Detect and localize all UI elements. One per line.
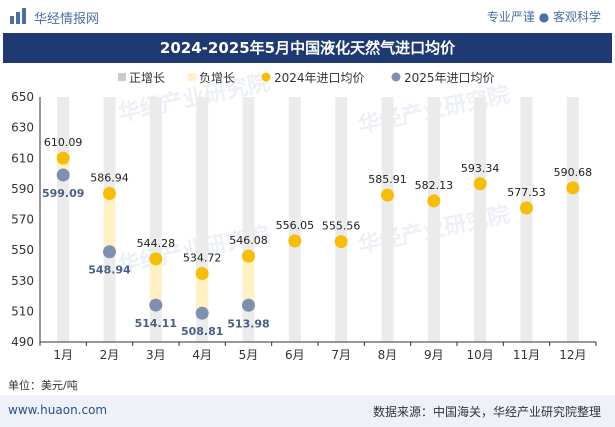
y-tick-label: 590	[11, 182, 34, 196]
data-label-2024: 590.68	[554, 166, 593, 179]
top-bar: 华经情报网 专业严谨 ● 客观科学	[0, 0, 615, 32]
data-label-2025: 514.11	[135, 317, 177, 330]
point-2024	[242, 249, 255, 263]
column-bar	[57, 97, 70, 342]
point-2024	[149, 252, 163, 266]
y-tick-label: 570	[11, 213, 34, 227]
column-bar	[520, 97, 533, 342]
brand-name: 华经情报网	[34, 12, 100, 27]
data-label-2024: 582.13	[415, 179, 454, 192]
column-bar	[566, 97, 579, 342]
negative-growth-bar	[103, 193, 116, 252]
data-label-2024: 586.94	[90, 172, 129, 185]
point-2025	[103, 245, 116, 259]
data-label-2025: 508.81	[181, 325, 223, 338]
data-label-2024: 546.08	[229, 234, 268, 247]
y-tick-label: 610	[11, 151, 34, 165]
legend-positive-label: 正增长	[129, 71, 165, 85]
legend-negative-swatch	[188, 73, 196, 81]
data-label-2024: 544.28	[137, 237, 176, 250]
point-2024	[566, 181, 580, 195]
point-2024	[427, 194, 441, 208]
column-bar	[427, 97, 440, 342]
point-2025	[149, 298, 163, 312]
data-label-2025: 513.98	[227, 317, 269, 330]
source-note: 数据来源：中国海关，华经产业研究院整理	[372, 405, 601, 419]
x-tick-label: 12月	[559, 348, 586, 362]
data-label-2025: 599.09	[42, 187, 84, 200]
negative-growth-bar	[242, 256, 255, 306]
chart-title: 2024-2025年5月中国液化天然气进口均价	[159, 39, 456, 57]
y-tick-label: 650	[11, 90, 34, 104]
legend-positive-swatch	[118, 73, 126, 81]
y-tick-label: 490	[11, 335, 34, 349]
point-2024	[195, 267, 209, 281]
point-2024	[288, 234, 302, 248]
x-tick-label: 2月	[100, 348, 120, 362]
site-link[interactable]: www.huaon.com	[8, 403, 108, 417]
y-tick-label: 550	[11, 243, 34, 257]
point-2024	[56, 151, 70, 165]
x-tick-label: 11月	[513, 348, 540, 362]
legend-2025-swatch	[391, 72, 401, 82]
tagline: 专业严谨 ● 客观科学	[486, 10, 601, 24]
data-label-2025: 548.94	[88, 264, 131, 277]
x-tick-label: 7月	[331, 348, 351, 362]
logo-icon	[10, 8, 26, 24]
point-2024	[381, 188, 394, 202]
chart: 华经产业研究院华经产业研究院华经产业研究院华经产业研究院490510530550…	[11, 69, 597, 362]
column-bar	[335, 97, 348, 342]
point-2024	[473, 177, 487, 191]
x-tick-label: 3月	[146, 348, 166, 362]
legend-2024-label: 2024年进口均价	[274, 71, 365, 85]
point-2025	[56, 168, 70, 182]
data-label-2024: 577.53	[507, 186, 546, 199]
y-tick-label: 510	[11, 304, 34, 318]
point-2024	[520, 201, 533, 215]
data-label-2024: 556.05	[276, 219, 315, 232]
column-bar	[474, 97, 487, 342]
point-2025	[242, 298, 255, 312]
data-label-2024: 593.34	[461, 162, 500, 175]
x-tick-label: 8月	[378, 348, 398, 362]
data-label-2024: 534.72	[183, 252, 222, 265]
column-bar	[288, 97, 301, 342]
unit-label: 单位：美元/吨	[8, 379, 78, 392]
data-label-2024: 610.09	[44, 136, 83, 149]
point-2024	[103, 187, 116, 201]
data-label-2024: 585.91	[368, 173, 407, 186]
y-tick-label: 530	[11, 274, 34, 288]
legend-2025-label: 2025年进口均价	[404, 71, 495, 85]
negative-growth-bar	[196, 273, 209, 314]
negative-growth-bar	[149, 258, 162, 306]
footer-bar: www.huaon.com 数据来源：中国海关，华经产业研究院整理	[0, 395, 615, 427]
x-tick-label: 5月	[239, 348, 259, 362]
legend-negative-label: 负增长	[199, 71, 235, 85]
point-2024	[334, 235, 348, 249]
legend-2024-swatch	[261, 72, 271, 82]
x-tick-label: 9月	[424, 348, 444, 362]
data-label-2024: 555.56	[322, 220, 361, 233]
title-bar: 2024-2025年5月中国液化天然气进口均价	[3, 33, 612, 63]
y-tick-label: 630	[11, 121, 34, 135]
x-tick-label: 4月	[192, 348, 212, 362]
point-2025	[195, 306, 209, 320]
column-bar	[381, 97, 394, 342]
x-tick-label: 1月	[53, 348, 73, 362]
x-tick-label: 6月	[285, 348, 305, 362]
x-tick-label: 10月	[467, 348, 494, 362]
